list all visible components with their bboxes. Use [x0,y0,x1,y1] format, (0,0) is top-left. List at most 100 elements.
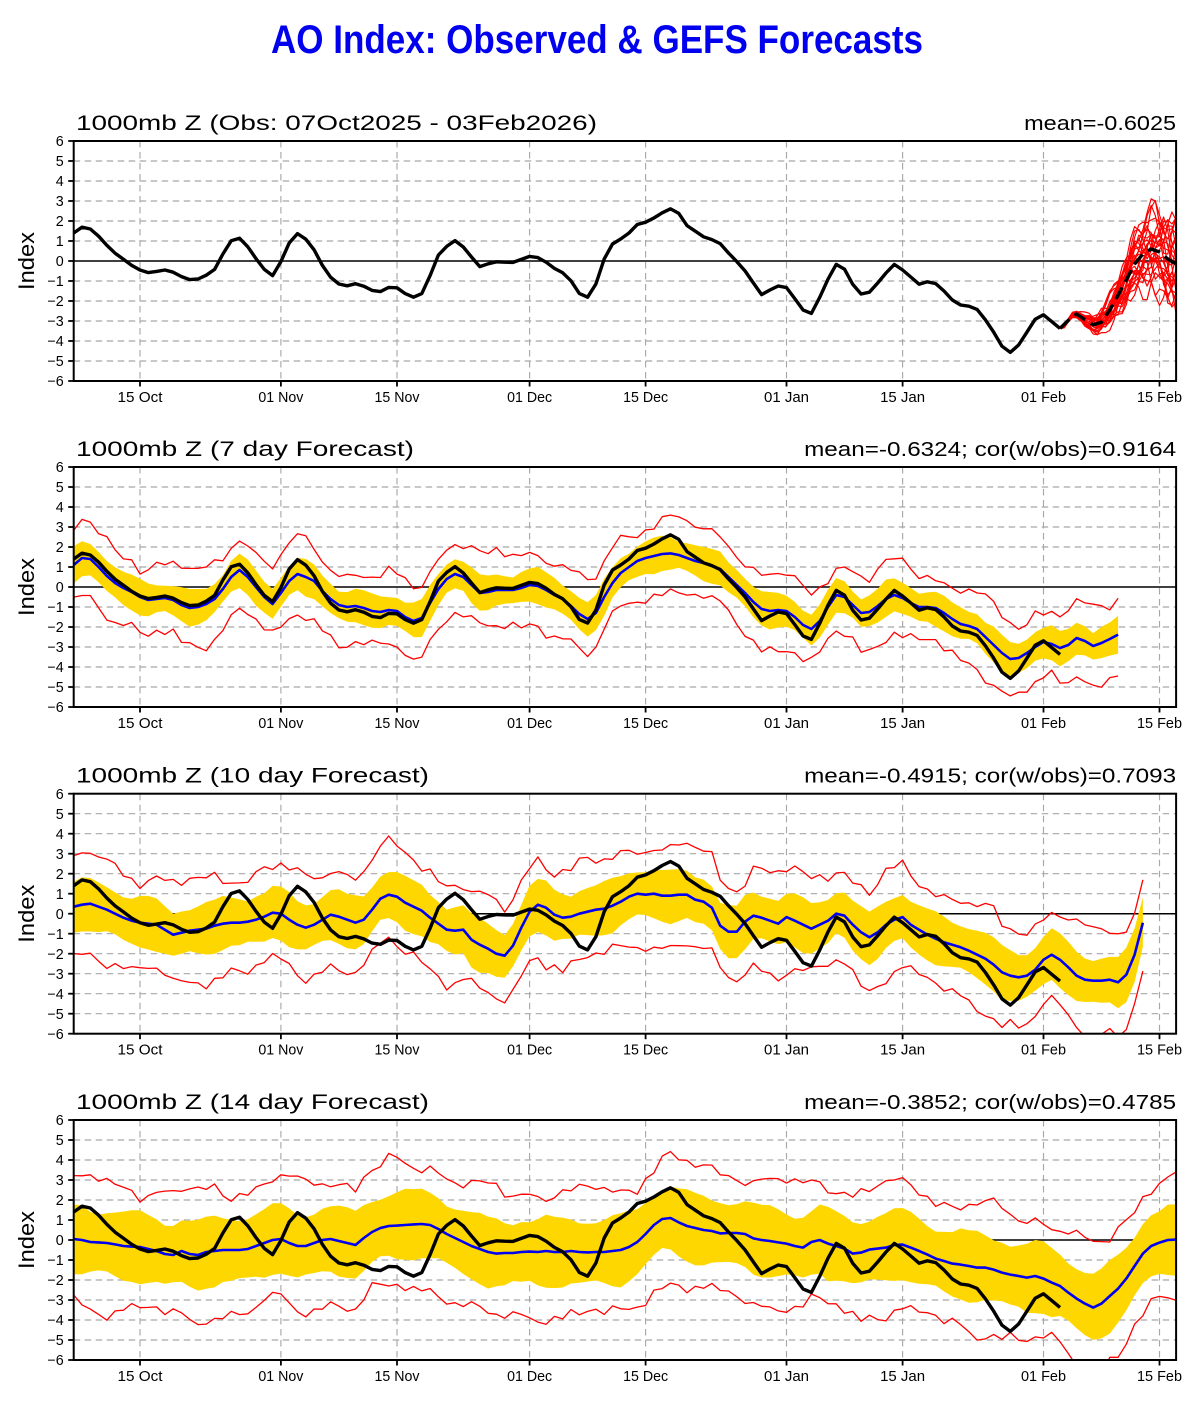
svg-text:1000mb Z (10 day Forecast): 1000mb Z (10 day Forecast) [76,765,429,788]
svg-text:3: 3 [56,1173,64,1189]
svg-text:5: 5 [56,480,64,496]
svg-text:3: 3 [56,194,64,210]
svg-text:01 Nov: 01 Nov [258,1043,304,1059]
svg-text:−4: −4 [47,334,63,350]
svg-text:15 Dec: 15 Dec [623,1369,668,1385]
svg-text:15 Oct: 15 Oct [118,1369,163,1385]
svg-text:−4: −4 [47,987,63,1003]
svg-text:5: 5 [56,154,64,170]
svg-text:mean=-0.6324; cor(w/obs)=0.916: mean=-0.6324; cor(w/obs)=0.9164 [804,439,1176,461]
svg-text:−5: −5 [47,1333,63,1349]
svg-text:2: 2 [56,540,64,556]
svg-text:15 Oct: 15 Oct [118,1043,163,1059]
svg-text:−3: −3 [47,314,63,330]
svg-text:15 Oct: 15 Oct [118,390,163,406]
svg-text:−2: −2 [47,294,63,310]
svg-text:5: 5 [56,807,64,823]
svg-text:01 Nov: 01 Nov [258,716,304,732]
svg-text:6: 6 [56,1113,64,1129]
svg-text:01 Nov: 01 Nov [258,1369,304,1385]
svg-text:4: 4 [56,500,64,516]
svg-text:−4: −4 [47,1313,63,1329]
svg-text:01 Feb: 01 Feb [1021,716,1066,732]
svg-text:0: 0 [56,907,64,923]
svg-text:15 Jan: 15 Jan [880,390,925,406]
svg-text:3: 3 [56,520,64,536]
svg-text:01 Jan: 01 Jan [764,390,809,406]
svg-text:−2: −2 [47,620,63,636]
svg-text:6: 6 [56,134,64,150]
svg-text:−2: −2 [47,947,63,963]
svg-text:15 Feb: 15 Feb [1137,1043,1182,1059]
svg-text:4: 4 [56,1153,64,1169]
svg-text:1: 1 [56,234,64,250]
svg-text:Index: Index [14,1210,39,1269]
svg-text:15 Nov: 15 Nov [375,1369,421,1385]
svg-text:Index: Index [14,231,39,290]
svg-text:2: 2 [56,867,64,883]
svg-text:15 Dec: 15 Dec [623,1043,668,1059]
svg-text:01 Jan: 01 Jan [764,716,809,732]
svg-text:mean=-0.4915; cor(w/obs)=0.709: mean=-0.4915; cor(w/obs)=0.7093 [804,766,1176,788]
svg-text:01 Dec: 01 Dec [507,1369,552,1385]
svg-text:15 Jan: 15 Jan [880,1369,925,1385]
svg-text:15 Jan: 15 Jan [880,716,925,732]
svg-text:01 Feb: 01 Feb [1021,390,1066,406]
svg-text:15 Dec: 15 Dec [623,716,668,732]
svg-text:01 Dec: 01 Dec [507,1043,552,1059]
svg-text:−5: −5 [47,680,63,696]
svg-text:15 Nov: 15 Nov [375,1043,421,1059]
svg-text:−6: −6 [47,700,63,716]
svg-text:1000mb Z (14 day Forecast): 1000mb Z (14 day Forecast) [76,1091,429,1114]
svg-text:3: 3 [56,847,64,863]
svg-text:−2: −2 [47,1273,63,1289]
svg-text:1000mb Z (7 day Forecast): 1000mb Z (7 day Forecast) [76,438,414,461]
svg-text:−4: −4 [47,660,63,676]
svg-text:mean=-0.6025: mean=-0.6025 [1024,113,1176,135]
svg-text:6: 6 [56,460,64,476]
svg-text:−1: −1 [47,1253,63,1269]
svg-text:Index: Index [14,884,39,943]
svg-text:1: 1 [56,560,64,576]
svg-text:15 Feb: 15 Feb [1137,716,1182,732]
svg-text:−1: −1 [47,274,63,290]
svg-text:−3: −3 [47,640,63,656]
svg-text:01 Jan: 01 Jan [764,1043,809,1059]
svg-text:−6: −6 [47,1027,63,1043]
svg-text:15 Nov: 15 Nov [375,390,421,406]
svg-text:01 Dec: 01 Dec [507,390,552,406]
svg-text:15 Feb: 15 Feb [1137,1369,1182,1385]
svg-text:15 Oct: 15 Oct [118,716,163,732]
svg-text:0: 0 [56,1233,64,1249]
svg-text:AO Index: Observed & GEFS Fore: AO Index: Observed & GEFS Forecasts [271,18,923,62]
svg-text:15 Jan: 15 Jan [880,1043,925,1059]
svg-text:mean=-0.3852; cor(w/obs)=0.478: mean=-0.3852; cor(w/obs)=0.4785 [804,1092,1176,1114]
svg-text:2: 2 [56,1193,64,1209]
svg-text:01 Nov: 01 Nov [258,390,304,406]
svg-text:−5: −5 [47,354,63,370]
svg-text:01 Jan: 01 Jan [764,1369,809,1385]
svg-text:15 Feb: 15 Feb [1137,390,1182,406]
svg-text:0: 0 [56,580,64,596]
svg-text:0: 0 [56,254,64,270]
svg-text:−1: −1 [47,600,63,616]
svg-text:5: 5 [56,1133,64,1149]
svg-text:−3: −3 [47,1293,63,1309]
svg-text:−6: −6 [47,374,63,390]
svg-text:01 Feb: 01 Feb [1021,1043,1066,1059]
svg-text:Index: Index [14,557,39,616]
svg-text:−5: −5 [47,1007,63,1023]
svg-text:−1: −1 [47,927,63,943]
svg-text:15 Dec: 15 Dec [623,390,668,406]
svg-text:1: 1 [56,1213,64,1229]
svg-text:−3: −3 [47,967,63,983]
svg-text:4: 4 [56,174,64,190]
svg-text:01 Dec: 01 Dec [507,716,552,732]
svg-text:−6: −6 [47,1353,63,1369]
svg-text:4: 4 [56,827,64,843]
svg-text:15 Nov: 15 Nov [375,716,421,732]
svg-text:2: 2 [56,214,64,230]
svg-text:1: 1 [56,887,64,903]
svg-text:01 Feb: 01 Feb [1021,1369,1066,1385]
svg-text:1000mb Z (Obs: 07Oct2025 - 03F: 1000mb Z (Obs: 07Oct2025 - 03Feb2026) [76,112,597,135]
